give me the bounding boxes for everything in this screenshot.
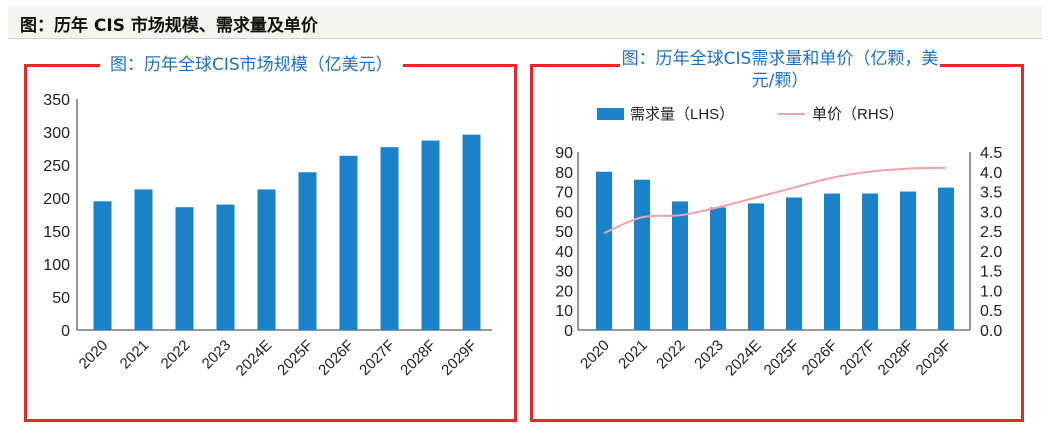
x-tick-label: 2029F (913, 337, 955, 379)
x-tick-label: 2029F (438, 337, 480, 379)
y-right-tick-label: 4.5 (980, 145, 1002, 162)
y-right-tick-label: 2.0 (980, 244, 1002, 261)
legend-swatch-demand (597, 108, 624, 120)
y-right-tick-label: 0.5 (980, 303, 1002, 320)
x-tick-label: 2023 (199, 337, 235, 373)
bar (257, 189, 276, 330)
x-tick-label: 2026F (315, 337, 357, 379)
left-chart-title: 图：历年全球CIS市场规模（亿美元） (100, 50, 403, 75)
y-tick-label: 350 (43, 92, 70, 109)
y-left-tick-label: 30 (555, 264, 573, 281)
bar-demand (596, 171, 612, 330)
y-left-tick-label: 60 (555, 204, 573, 221)
right-chart-title: 图：历年全球CIS需求量和单价（亿颗，美元/颗） (620, 48, 940, 92)
y-left-tick-label: 90 (555, 145, 573, 162)
bar-demand (672, 201, 688, 330)
y-right-tick-label: 3.5 (980, 185, 1002, 202)
bar-demand (634, 179, 650, 330)
bar (339, 155, 358, 330)
x-tick-label: 2020 (577, 337, 613, 373)
y-tick-label: 250 (43, 158, 70, 175)
page-title: 图：历年 CIS 市场规模、需求量及单价 (20, 16, 318, 36)
line-unit-price (603, 166, 947, 235)
y-left-tick-label: 20 (555, 283, 573, 300)
x-tick-label: 2022 (158, 337, 194, 373)
x-tick-label: 2025F (761, 337, 803, 379)
bar (380, 147, 399, 330)
bar (298, 172, 317, 330)
bar-demand (786, 197, 802, 330)
bar-demand (938, 187, 954, 330)
y-left-tick-label: 50 (555, 224, 573, 241)
bar (216, 204, 235, 330)
bar-demand (710, 207, 726, 330)
bar-demand (862, 193, 878, 330)
x-tick-label: 2025F (274, 337, 316, 379)
y-tick-label: 0 (61, 323, 70, 340)
x-tick-label: 2024E (722, 337, 765, 380)
y-left-tick-label: 70 (555, 185, 573, 202)
x-tick-label: 2027F (356, 337, 398, 379)
x-tick-label: 2022 (653, 337, 689, 373)
bar (175, 207, 194, 330)
y-right-tick-label: 1.5 (980, 264, 1002, 281)
y-right-tick-label: 4.0 (980, 165, 1002, 182)
bar (421, 140, 440, 330)
bar-demand (900, 191, 916, 330)
y-left-tick-label: 10 (555, 303, 573, 320)
bar (93, 201, 112, 330)
bar (462, 134, 481, 330)
legend-label-demand: 需求量（LHS） (630, 106, 734, 123)
x-tick-label: 2027F (837, 337, 879, 379)
header-bar: 图：历年 CIS 市场规模、需求量及单价 (8, 6, 1042, 39)
y-left-tick-label: 40 (555, 244, 573, 261)
y-right-tick-label: 0.0 (980, 323, 1002, 340)
x-tick-label: 2026F (799, 337, 841, 379)
x-tick-label: 2021 (117, 337, 153, 373)
bar-demand (748, 203, 764, 330)
y-tick-label: 150 (43, 224, 70, 241)
y-right-tick-label: 3.0 (980, 204, 1002, 221)
x-tick-label: 2028F (875, 337, 917, 379)
y-right-tick-label: 2.5 (980, 224, 1002, 241)
x-tick-label: 2020 (76, 337, 112, 373)
y-tick-label: 200 (43, 191, 70, 208)
x-tick-label: 2028F (397, 337, 439, 379)
legend-label-price: 单价（RHS） (812, 106, 904, 123)
y-tick-label: 100 (43, 257, 70, 274)
bar (134, 189, 153, 330)
x-tick-label: 2021 (615, 337, 651, 373)
y-left-tick-label: 0 (564, 323, 573, 340)
y-tick-label: 300 (43, 125, 70, 142)
bar-demand (824, 193, 840, 330)
y-tick-label: 50 (52, 290, 70, 307)
y-right-tick-label: 1.0 (980, 283, 1002, 300)
y-left-tick-label: 80 (555, 165, 573, 182)
x-tick-label: 2024E (233, 337, 276, 380)
